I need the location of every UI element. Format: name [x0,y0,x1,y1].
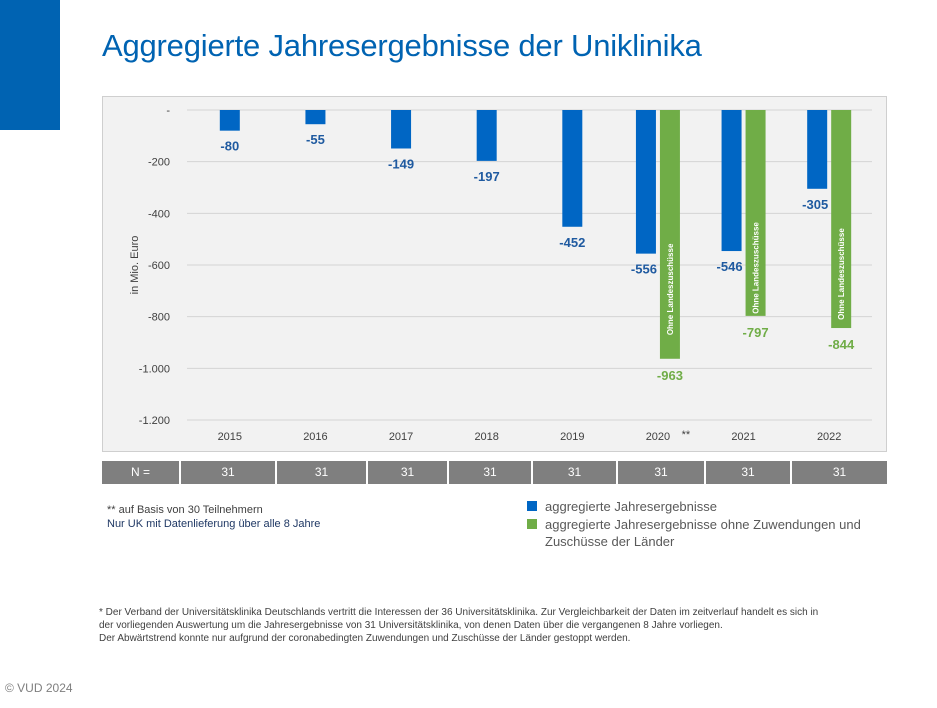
legend-label-series2: aggregierte Jahresergebnisse ohne Zuwend… [545,517,861,549]
n-label: N = [102,461,179,484]
bar-series1 [807,110,828,189]
bar-series1 [562,110,583,227]
data-label-series1: -197 [474,169,500,184]
y-tick-label: -400 [148,208,170,220]
data-label-series2: -963 [657,368,683,383]
data-label-series1: -305 [802,197,828,212]
legend: aggregierte Jahresergebnisse aggregierte… [527,498,887,550]
footnote-line-3: Der Abwärtstrend konnte nur aufgrund der… [99,633,631,644]
uk-note: Nur UK mit Datenlieferung über alle 8 Ja… [107,518,321,530]
y-tick-label: -1.000 [139,363,170,375]
y-tick-label: -1.200 [139,415,170,427]
legend-swatch-series1 [527,501,537,511]
bar-series2 [745,110,766,316]
x-tick-annotation: ** [682,429,691,441]
x-tick-label: 2015 [218,431,242,443]
x-tick-label: 2022 [817,431,841,443]
bar-series1 [219,110,240,131]
n-value-cell: 31 [533,461,616,484]
y-tick-label: - [166,105,170,117]
footnote-line-2: der vorliegenden Auswertung um die Jahre… [99,620,723,631]
footnote-line-1: * Der Verband der Universitätsklinika De… [99,607,819,618]
bar-series2 [659,110,680,359]
y-axis-label: in Mio. Euro [129,236,141,295]
accent-bar [0,0,60,130]
bar-series1 [476,110,497,161]
data-label-series1: -149 [388,156,414,171]
n-value-cell: 31 [706,461,790,484]
n-value-cell: 31 [449,461,531,484]
y-tick-label: -600 [148,260,170,272]
data-label-series1: -546 [717,259,743,274]
bar-inner-label: Ohne Landeszuschüsse [666,243,675,335]
bar-series1 [391,110,412,149]
legend-item-series2: aggregierte Jahresergebnisse ohne Zuwend… [527,516,887,550]
legend-label-series1: aggregierte Jahresergebnisse [545,499,717,514]
x-tick-label: 2018 [474,431,498,443]
data-label-series2: -844 [828,337,855,352]
n-value-cell: 31 [792,461,887,484]
x-tick-label: 2019 [560,431,584,443]
data-label-series1: -452 [559,235,585,250]
bar-series1 [635,110,656,254]
y-tick-label: -800 [148,312,170,324]
x-tick-label: 2020 [646,431,670,443]
n-value-cell: 31 [277,461,366,484]
bar-inner-label: Ohne Landeszuschüsse [752,222,761,314]
bar-series1 [305,110,326,125]
bar-series1 [721,110,742,252]
footnote: * Der Verband der Universitätsklinika De… [99,606,899,645]
data-label-series1: -556 [631,262,657,277]
x-tick-label: 2016 [303,431,327,443]
bar-series2 [831,110,852,329]
results-bar-chart: - -200 -400 -600 -800 -1.000 -1.200 in Mio. Eur… [129,105,872,443]
legend-item-series1: aggregierte Jahresergebnisse [527,498,887,515]
x-tick-label: 2021 [731,431,755,443]
x-tick-label: 2017 [389,431,413,443]
data-label-series1: -80 [220,139,239,154]
n-value-cell: 31 [368,461,447,484]
copyright: © VUD 2024 [5,681,73,695]
page-title: Aggregierte Jahresergebnisse der Uniklin… [102,28,702,63]
data-label-series2: -797 [743,325,769,340]
n-value-cell: 31 [618,461,704,484]
n-value-cell: 31 [181,461,275,484]
y-tick-label: -200 [148,157,170,169]
bar-inner-label: Ohne Landeszuschüsse [837,228,846,320]
data-label-series1: -55 [306,132,325,147]
asterisk-note: ** auf Basis von 30 Teilnehmern [107,504,263,516]
legend-swatch-series2 [527,519,537,529]
